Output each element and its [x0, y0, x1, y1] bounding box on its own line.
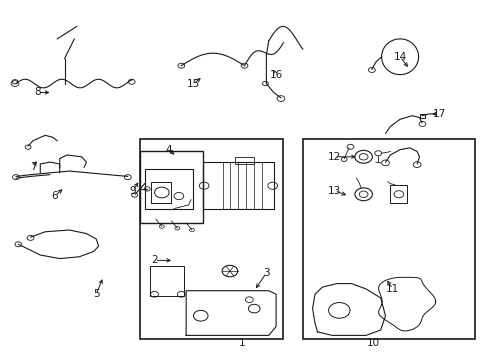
Text: 5: 5: [93, 289, 100, 299]
Text: 17: 17: [431, 109, 445, 119]
Bar: [140, 139, 283, 339]
Text: 7: 7: [30, 162, 36, 172]
Text: 2: 2: [151, 255, 158, 265]
Bar: [419, 113, 425, 118]
Text: 12: 12: [327, 152, 340, 162]
Text: 9: 9: [129, 186, 136, 196]
Text: 16: 16: [269, 69, 282, 80]
Text: 14: 14: [393, 52, 406, 62]
Bar: [140, 152, 203, 223]
Text: 15: 15: [186, 78, 200, 89]
Bar: [203, 162, 273, 208]
Bar: [144, 169, 193, 208]
Bar: [234, 157, 254, 164]
Text: 8: 8: [35, 87, 41, 98]
Bar: [151, 182, 170, 203]
Bar: [389, 185, 407, 203]
Text: 13: 13: [327, 186, 340, 196]
Text: 4: 4: [165, 145, 172, 155]
Text: 11: 11: [386, 284, 399, 294]
Text: 6: 6: [51, 191, 58, 201]
Text: 1: 1: [238, 338, 245, 347]
Text: 3: 3: [263, 268, 269, 278]
Bar: [149, 266, 183, 296]
Bar: [302, 139, 474, 339]
Text: 10: 10: [366, 338, 379, 347]
